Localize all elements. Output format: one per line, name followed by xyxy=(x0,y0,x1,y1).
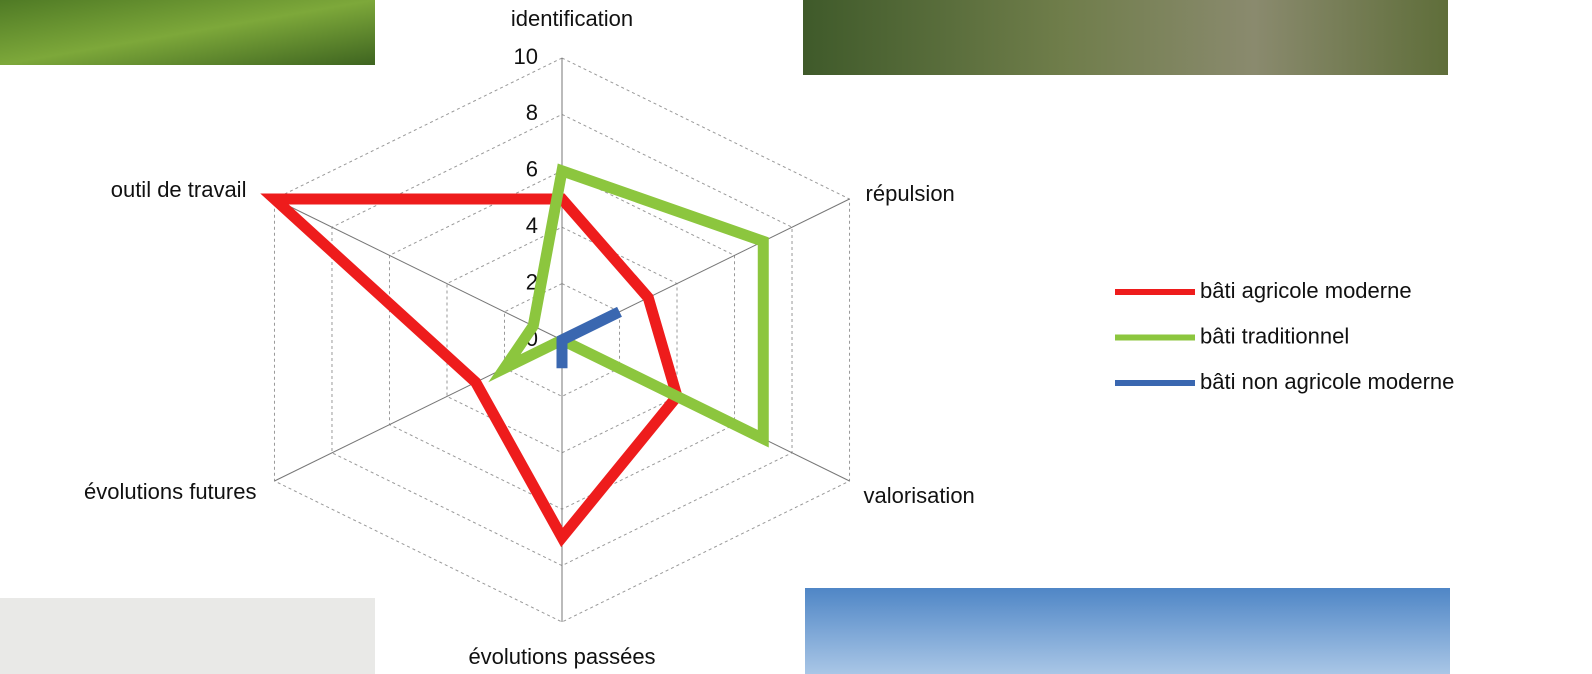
photo xyxy=(805,588,1450,674)
category-label: évolutions passées xyxy=(468,644,655,669)
category-label: évolutions futures xyxy=(84,479,256,504)
radar-chart: 0246810identificationrépulsionvalorisati… xyxy=(84,6,1454,669)
photo xyxy=(0,598,375,674)
series-line xyxy=(556,306,622,369)
axis-line xyxy=(274,198,563,341)
legend-label: bâti agricole moderne xyxy=(1200,278,1412,303)
photo xyxy=(803,0,1448,75)
r-tick-label: 6 xyxy=(526,157,538,182)
legend-label: bâti non agricole moderne xyxy=(1200,369,1454,394)
category-label: valorisation xyxy=(864,483,975,508)
r-tick-label: 8 xyxy=(526,100,538,125)
photo xyxy=(0,0,375,65)
category-label: outil de travail xyxy=(111,177,247,202)
r-tick-label: 4 xyxy=(526,213,538,238)
series-line xyxy=(260,193,684,548)
legend-label: bâti traditionnel xyxy=(1200,323,1349,348)
r-tick-label: 10 xyxy=(514,44,538,69)
category-label: identification xyxy=(511,6,633,31)
category-label: répulsion xyxy=(866,181,955,206)
